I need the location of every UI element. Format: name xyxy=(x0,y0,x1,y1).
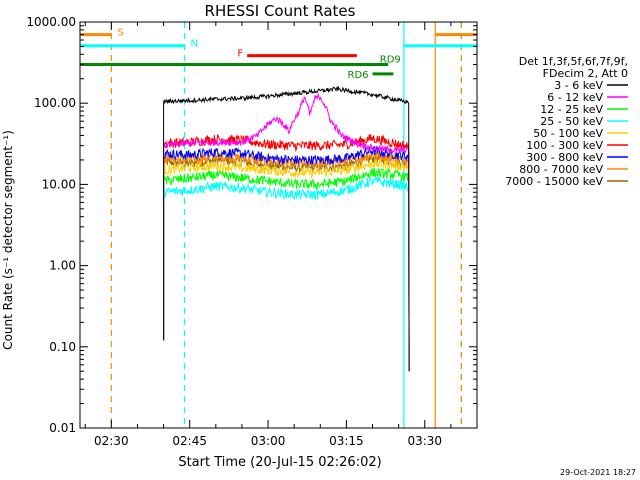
x-axis-label: Start Time (20-Jul-15 02:26:02) xyxy=(178,455,381,470)
legend-entry-label: 800 - 7000 keV xyxy=(519,163,603,176)
chart-title: RHESSI Count Rates xyxy=(205,2,356,20)
y-tick-label: 0.10 xyxy=(49,340,76,354)
series-line-25-50keV xyxy=(163,176,410,372)
annotation-label-rd6: RD6 xyxy=(348,70,369,81)
annotation-label-f: F xyxy=(237,49,243,60)
legend-header: FDecim 2, Att 0 xyxy=(543,67,628,80)
y-tick-label: 0.01 xyxy=(49,421,76,435)
series-line-800-7000keV xyxy=(163,151,410,372)
data-layer: S N F RD9 RD6 xyxy=(80,22,477,428)
legend-entry-label: 12 - 25 keV xyxy=(540,103,603,116)
legend-entry-label: 6 - 12 keV xyxy=(547,91,603,104)
y-tick-label: 1000.00 xyxy=(26,15,76,29)
x-tick-label: 03:00 xyxy=(251,434,286,448)
series-line-12-25keV xyxy=(163,167,410,372)
legend: Det 1f,3f,5f,6f,7f,9f,FDecim 2, Att 03 -… xyxy=(505,55,628,188)
series-line-300-800keV xyxy=(163,145,410,372)
x-tick-label: 02:30 xyxy=(94,434,129,448)
annotation-label-rd9: RD9 xyxy=(380,54,401,65)
plot-frame xyxy=(79,21,478,429)
legend-entry-label: 50 - 100 keV xyxy=(533,127,603,140)
y-tick-label: 1.00 xyxy=(49,259,76,273)
legend-entry-label: 7000 - 15000 keV xyxy=(505,175,603,188)
legend-header: Det 1f,3f,5f,6f,7f,9f, xyxy=(519,55,628,68)
axis-layer: 0.01 0.10 1.00 10.00 100.00 1000.00 02:30 02:45… xyxy=(26,15,478,448)
footer-timestamp: 29-Oct-2021 18:27 xyxy=(560,468,636,477)
annotation-label-s: S xyxy=(117,28,123,39)
series-line-50-100keV xyxy=(163,157,410,372)
y-axis-label: Count Rate (s⁻¹ detector segment⁻¹) xyxy=(1,130,15,350)
series-line-3-6keV xyxy=(163,85,410,372)
x-tick-label: 02:45 xyxy=(172,434,207,448)
x-tick-label: 03:15 xyxy=(329,434,364,448)
legend-entry-label: 3 - 6 keV xyxy=(554,79,603,92)
legend-entry-label: 100 - 300 keV xyxy=(526,139,603,152)
legend-entry-label: 25 - 50 keV xyxy=(540,115,603,128)
y-tick-label: 100.00 xyxy=(34,96,76,110)
series-line-7000-15000keV xyxy=(163,152,410,372)
series-line-100-300keV xyxy=(163,133,410,372)
x-tick-label: 03:30 xyxy=(407,434,442,448)
series-line-6-12keV xyxy=(163,92,410,372)
annotation-label-n: N xyxy=(190,39,197,50)
legend-entry-label: 300 - 800 keV xyxy=(526,151,603,164)
y-tick-label: 10.00 xyxy=(42,177,76,191)
